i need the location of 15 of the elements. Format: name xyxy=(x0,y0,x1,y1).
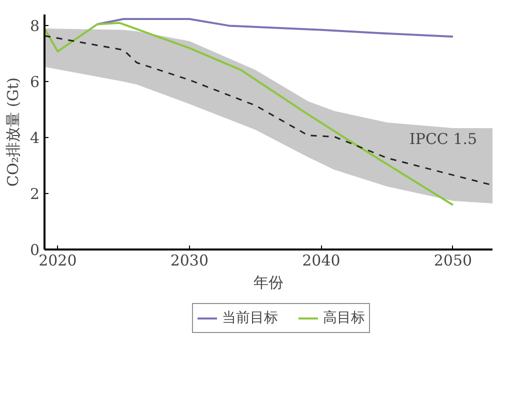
y-tick-label: 8 xyxy=(30,17,40,36)
line-series xyxy=(96,18,454,38)
y-tick-label: 4 xyxy=(30,129,40,148)
legend-label: 高目标 xyxy=(323,309,365,327)
legend-label: 当前目标 xyxy=(222,309,278,327)
x-tick-label: 2050 xyxy=(434,252,472,270)
x-axis-title: 年份 xyxy=(254,274,284,292)
annotation: IPCC 1.5 xyxy=(409,130,478,148)
y-tick-label: 6 xyxy=(30,73,40,92)
y-tick-label: 2 xyxy=(30,185,40,204)
x-tick-label: 2030 xyxy=(170,252,209,270)
x-tick-label: 2040 xyxy=(302,252,340,270)
y-axis-title: CO₂排放量 (Gt) xyxy=(4,77,22,187)
y-tick-label: 0 xyxy=(30,241,40,259)
x-tick-label: 2020 xyxy=(38,252,77,270)
